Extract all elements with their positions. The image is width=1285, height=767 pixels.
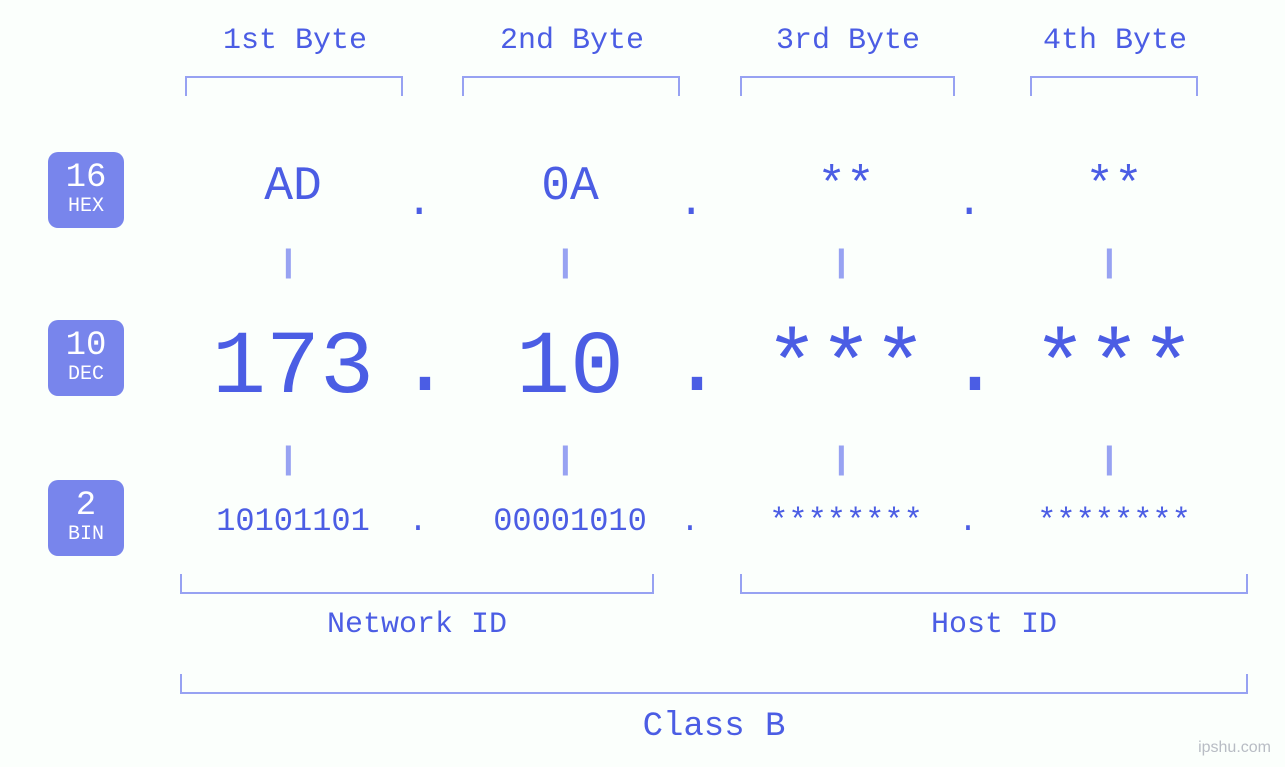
eq-dec-bin-3: || <box>836 440 841 477</box>
hex-byte-1: AD <box>243 160 343 214</box>
hex-byte-2: 0A <box>520 160 620 214</box>
dec-dot-1: . <box>398 316 438 418</box>
label-class: Class B <box>614 708 814 746</box>
dec-dot-3: . <box>948 316 988 418</box>
hex-dot-2: . <box>678 178 702 228</box>
base-badge-dec: 10 DEC <box>48 320 124 396</box>
base-badge-hex: 16 HEX <box>48 152 124 228</box>
bin-dot-2: . <box>680 503 700 540</box>
bin-dot-3: . <box>958 503 978 540</box>
base-badge-bin: 2 BIN <box>48 480 124 556</box>
bin-byte-3: ******** <box>736 503 956 540</box>
bracket-top-2 <box>462 76 680 96</box>
hex-dot-3: . <box>956 178 980 228</box>
dec-byte-4: *** <box>1004 318 1224 420</box>
eq-dec-bin-4: || <box>1104 440 1109 477</box>
eq-dec-bin-1: || <box>283 440 288 477</box>
eq-hex-dec-1: || <box>283 243 288 280</box>
base-num-dec: 10 <box>66 329 107 363</box>
label-network-id: Network ID <box>317 608 517 642</box>
bracket-top-3 <box>740 76 955 96</box>
base-num-bin: 2 <box>76 489 96 523</box>
byte-header-2: 2nd Byte <box>487 24 657 58</box>
byte-header-1: 1st Byte <box>210 24 380 58</box>
dec-byte-3: *** <box>736 318 956 420</box>
bin-dot-1: . <box>408 503 428 540</box>
eq-hex-dec-2: || <box>560 243 565 280</box>
hex-byte-4: ** <box>1064 160 1164 214</box>
bracket-top-1 <box>185 76 403 96</box>
watermark: ipshu.com <box>1198 739 1271 757</box>
eq-hex-dec-3: || <box>836 243 841 280</box>
hex-byte-3: ** <box>796 160 896 214</box>
base-label-dec: DEC <box>68 363 104 387</box>
dec-byte-1: 173 <box>183 318 403 420</box>
bracket-network-id <box>180 574 654 594</box>
byte-header-3: 3rd Byte <box>763 24 933 58</box>
eq-dec-bin-2: || <box>560 440 565 477</box>
base-label-bin: BIN <box>68 523 104 547</box>
bin-byte-1: 10101101 <box>183 503 403 540</box>
bin-byte-2: 00001010 <box>460 503 680 540</box>
bracket-host-id <box>740 574 1248 594</box>
bracket-class <box>180 674 1248 694</box>
base-label-hex: HEX <box>68 195 104 219</box>
byte-header-4: 4th Byte <box>1030 24 1200 58</box>
bracket-top-4 <box>1030 76 1198 96</box>
eq-hex-dec-4: || <box>1104 243 1109 280</box>
base-num-hex: 16 <box>66 161 107 195</box>
hex-dot-1: . <box>406 178 430 228</box>
dec-dot-2: . <box>670 316 710 418</box>
label-host-id: Host ID <box>894 608 1094 642</box>
bin-byte-4: ******** <box>1004 503 1224 540</box>
dec-byte-2: 10 <box>460 318 680 420</box>
